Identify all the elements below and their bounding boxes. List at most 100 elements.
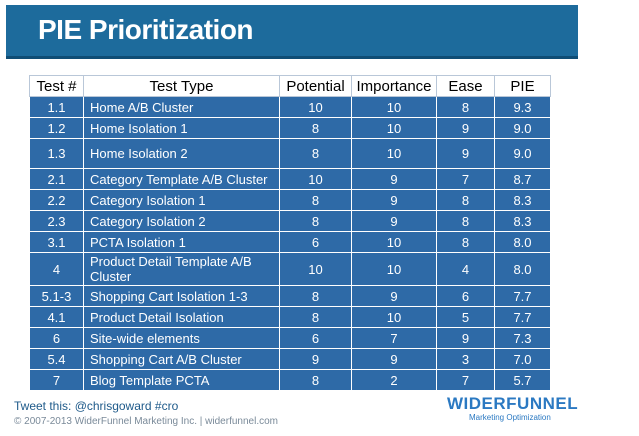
cell-test-number: 2.2	[29, 189, 84, 211]
cell-potential: 10	[279, 252, 352, 286]
cell-potential: 8	[279, 210, 352, 232]
cell-importance: 10	[351, 306, 437, 328]
cell-ease: 8	[436, 210, 495, 232]
cell-ease: 5	[436, 306, 495, 328]
cell-ease: 9	[436, 138, 495, 169]
table-row: 2.1 Category Template A/B Cluster 10 9 7…	[29, 168, 551, 190]
copyright-text: © 2007-2013 WiderFunnel Marketing Inc. |…	[14, 416, 278, 427]
table-row: 4 Product Detail Template A/B Cluster 10…	[29, 252, 551, 286]
cell-potential: 8	[279, 117, 352, 139]
table-row: 1.2 Home Isolation 1 8 10 9 9.0	[29, 117, 551, 139]
cell-importance: 9	[351, 210, 437, 232]
cell-test-type: Blog Template PCTA	[83, 369, 280, 391]
cell-importance: 7	[351, 327, 437, 349]
cell-test-number: 1.1	[29, 96, 84, 118]
cell-importance: 10	[351, 252, 437, 286]
table-row: 1.1 Home A/B Cluster 10 10 8 9.3	[29, 96, 551, 118]
cell-test-type: Home A/B Cluster	[83, 96, 280, 118]
cell-pie: 8.7	[494, 168, 551, 190]
table-row: 6 Site-wide elements 6 7 9 7.3	[29, 327, 551, 349]
table-row: 2.3 Category Isolation 2 8 9 8 8.3	[29, 210, 551, 232]
cell-test-number: 5.4	[29, 348, 84, 370]
page-title: PIE Prioritization	[38, 14, 254, 45]
cell-test-type: Shopping Cart A/B Cluster	[83, 348, 280, 370]
tweet-link[interactable]: Tweet this: @chrisgoward #cro	[14, 399, 179, 413]
cell-pie: 7.3	[494, 327, 551, 349]
cell-potential: 10	[279, 168, 352, 190]
cell-pie: 7.0	[494, 348, 551, 370]
cell-ease: 9	[436, 117, 495, 139]
cell-test-type: Product Detail Template A/B Cluster	[83, 252, 280, 286]
table-row: 4.1 Product Detail Isolation 8 10 5 7.7	[29, 306, 551, 328]
cell-pie: 8.3	[494, 189, 551, 211]
table-row: 3.1 PCTA Isolation 1 6 10 8 8.0	[29, 231, 551, 253]
cell-ease: 9	[436, 327, 495, 349]
cell-ease: 4	[436, 252, 495, 286]
cell-pie: 7.7	[494, 285, 551, 307]
cell-pie: 9.0	[494, 117, 551, 139]
cell-importance: 9	[351, 189, 437, 211]
cell-test-type: Shopping Cart Isolation 1-3	[83, 285, 280, 307]
column-header-potential: Potential	[279, 75, 352, 97]
cell-importance: 9	[351, 348, 437, 370]
table-row: 5.4 Shopping Cart A/B Cluster 9 9 3 7.0	[29, 348, 551, 370]
column-header-test-number: Test #	[29, 75, 84, 97]
logo-wordmark: WIDERFUNNEL	[447, 394, 579, 413]
cell-ease: 6	[436, 285, 495, 307]
cell-test-type: Category Template A/B Cluster	[83, 168, 280, 190]
title-banner: PIE Prioritization	[6, 5, 578, 59]
cell-pie: 9.3	[494, 96, 551, 118]
pie-table-container: Test # Test Type Potential Importance Ea…	[29, 75, 551, 391]
cell-pie: 8.0	[494, 231, 551, 253]
cell-test-type: Home Isolation 2	[83, 138, 280, 169]
cell-test-type: Category Isolation 2	[83, 210, 280, 232]
cell-pie: 8.0	[494, 252, 551, 286]
cell-test-number: 7	[29, 369, 84, 391]
table-row: 2.2 Category Isolation 1 8 9 8 8.3	[29, 189, 551, 211]
cell-pie: 5.7	[494, 369, 551, 391]
cell-ease: 8	[436, 189, 495, 211]
cell-potential: 8	[279, 138, 352, 169]
cell-ease: 3	[436, 348, 495, 370]
cell-potential: 8	[279, 189, 352, 211]
column-header-pie: PIE	[494, 75, 551, 97]
cell-importance: 10	[351, 231, 437, 253]
cell-test-number: 4.1	[29, 306, 84, 328]
table-row: 1.3 Home Isolation 2 8 10 9 9.0	[29, 138, 551, 169]
widerfunnel-logo: WIDERFUNNEL Marketing Optimization	[447, 394, 579, 424]
cell-test-number: 4	[29, 252, 84, 286]
cell-test-number: 3.1	[29, 231, 84, 253]
cell-test-type: Category Isolation 1	[83, 189, 280, 211]
cell-potential: 8	[279, 369, 352, 391]
cell-test-number: 6	[29, 327, 84, 349]
column-header-ease: Ease	[436, 75, 495, 97]
cell-test-number: 2.1	[29, 168, 84, 190]
cell-test-type: Site-wide elements	[83, 327, 280, 349]
cell-test-type: Product Detail Isolation	[83, 306, 280, 328]
cell-test-number: 5.1-3	[29, 285, 84, 307]
cell-importance: 10	[351, 117, 437, 139]
cell-ease: 8	[436, 96, 495, 118]
cell-ease: 7	[436, 369, 495, 391]
cell-pie: 9.0	[494, 138, 551, 169]
cell-test-number: 1.2	[29, 117, 84, 139]
cell-test-number: 1.3	[29, 138, 84, 169]
cell-pie: 8.3	[494, 210, 551, 232]
cell-test-type: PCTA Isolation 1	[83, 231, 280, 253]
cell-importance: 9	[351, 285, 437, 307]
cell-potential: 9	[279, 348, 352, 370]
cell-test-number: 2.3	[29, 210, 84, 232]
cell-importance: 10	[351, 96, 437, 118]
cell-importance: 10	[351, 138, 437, 169]
cell-potential: 8	[279, 306, 352, 328]
cell-importance: 2	[351, 369, 437, 391]
cell-ease: 8	[436, 231, 495, 253]
table-row: 7 Blog Template PCTA 8 2 7 5.7	[29, 369, 551, 391]
column-header-test-type: Test Type	[83, 75, 280, 97]
cell-test-type: Home Isolation 1	[83, 117, 280, 139]
cell-potential: 10	[279, 96, 352, 118]
cell-potential: 8	[279, 285, 352, 307]
cell-pie: 7.7	[494, 306, 551, 328]
logo-tagline: Marketing Optimization	[469, 413, 551, 422]
column-header-importance: Importance	[351, 75, 437, 97]
